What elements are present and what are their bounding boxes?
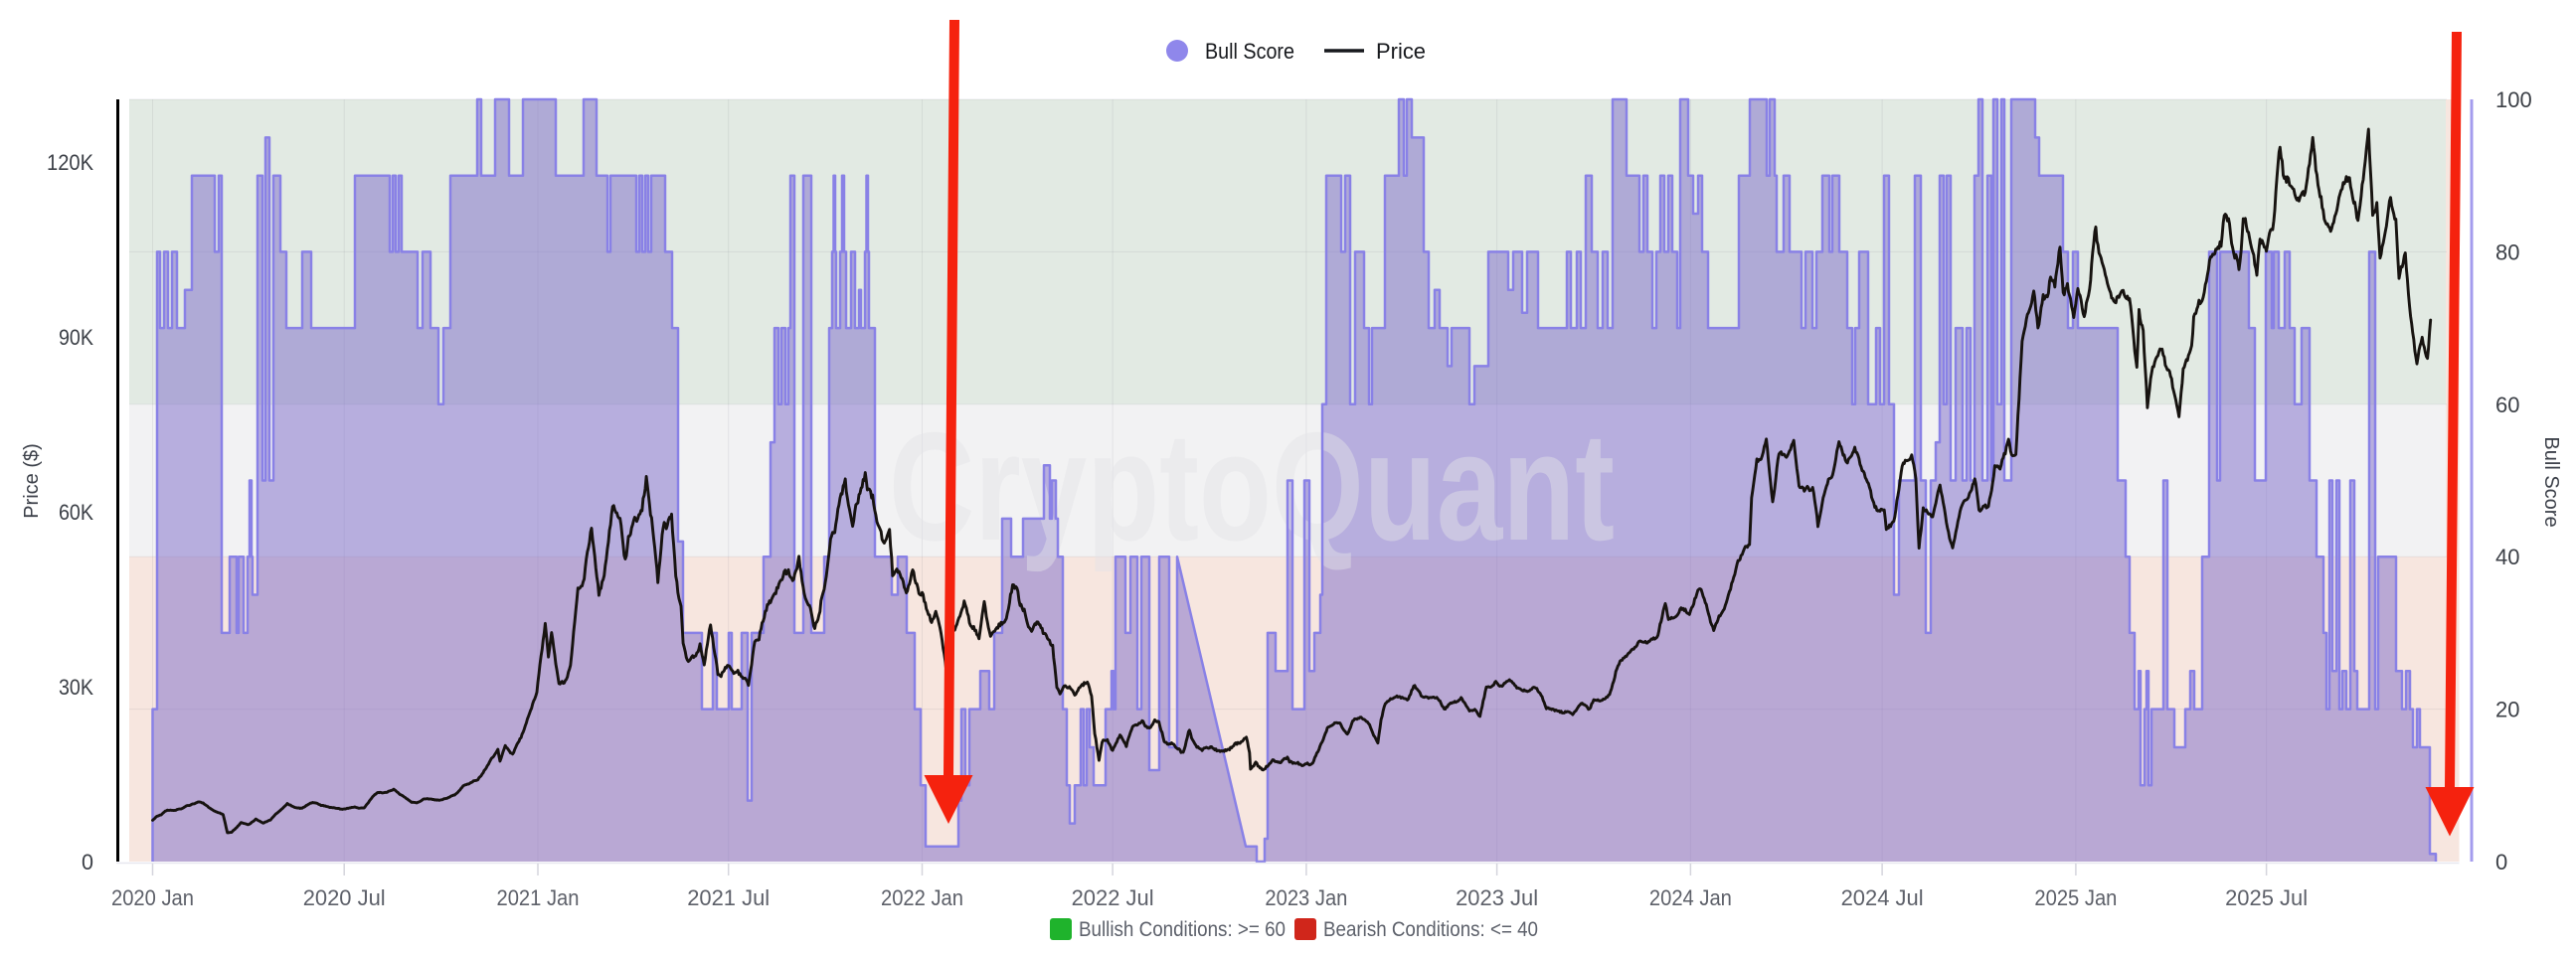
svg-text:2021 Jul: 2021 Jul: [687, 885, 770, 910]
svg-text:20: 20: [2495, 698, 2519, 722]
svg-text:Bull Score: Bull Score: [1205, 39, 1294, 64]
svg-text:Bullish Conditions: >= 60: Bullish Conditions: >= 60: [1079, 918, 1286, 941]
svg-text:2022 Jan: 2022 Jan: [881, 885, 963, 910]
svg-text:40: 40: [2495, 545, 2519, 569]
svg-text:2023 Jul: 2023 Jul: [1456, 885, 1538, 910]
svg-text:2021 Jan: 2021 Jan: [497, 885, 580, 910]
svg-text:Price ($): Price ($): [21, 443, 43, 519]
svg-text:30K: 30K: [59, 675, 93, 700]
svg-text:0: 0: [82, 850, 93, 874]
svg-text:60: 60: [2495, 393, 2519, 417]
svg-text:2020 Jul: 2020 Jul: [303, 885, 386, 910]
svg-text:0: 0: [2495, 850, 2507, 874]
svg-text:2020 Jan: 2020 Jan: [111, 885, 194, 910]
svg-text:2024 Jan: 2024 Jan: [1649, 885, 1732, 910]
svg-text:Bearish Conditions: <= 40: Bearish Conditions: <= 40: [1323, 918, 1538, 941]
svg-text:Bull Score: Bull Score: [2540, 436, 2562, 527]
svg-text:80: 80: [2495, 239, 2519, 264]
svg-text:2025 Jan: 2025 Jan: [2034, 885, 2117, 910]
svg-text:100: 100: [2495, 87, 2532, 112]
svg-text:2023 Jan: 2023 Jan: [1265, 885, 1347, 910]
svg-text:2024 Jul: 2024 Jul: [1841, 885, 1924, 910]
svg-text:90K: 90K: [59, 325, 93, 350]
svg-text:120K: 120K: [47, 150, 93, 175]
svg-text:60K: 60K: [59, 500, 93, 525]
svg-text:CryptoQuant: CryptoQuant: [889, 400, 1615, 572]
svg-text:2025 Jul: 2025 Jul: [2225, 885, 2308, 910]
svg-text:2022 Jul: 2022 Jul: [1072, 885, 1154, 910]
svg-text:Price: Price: [1376, 39, 1426, 64]
